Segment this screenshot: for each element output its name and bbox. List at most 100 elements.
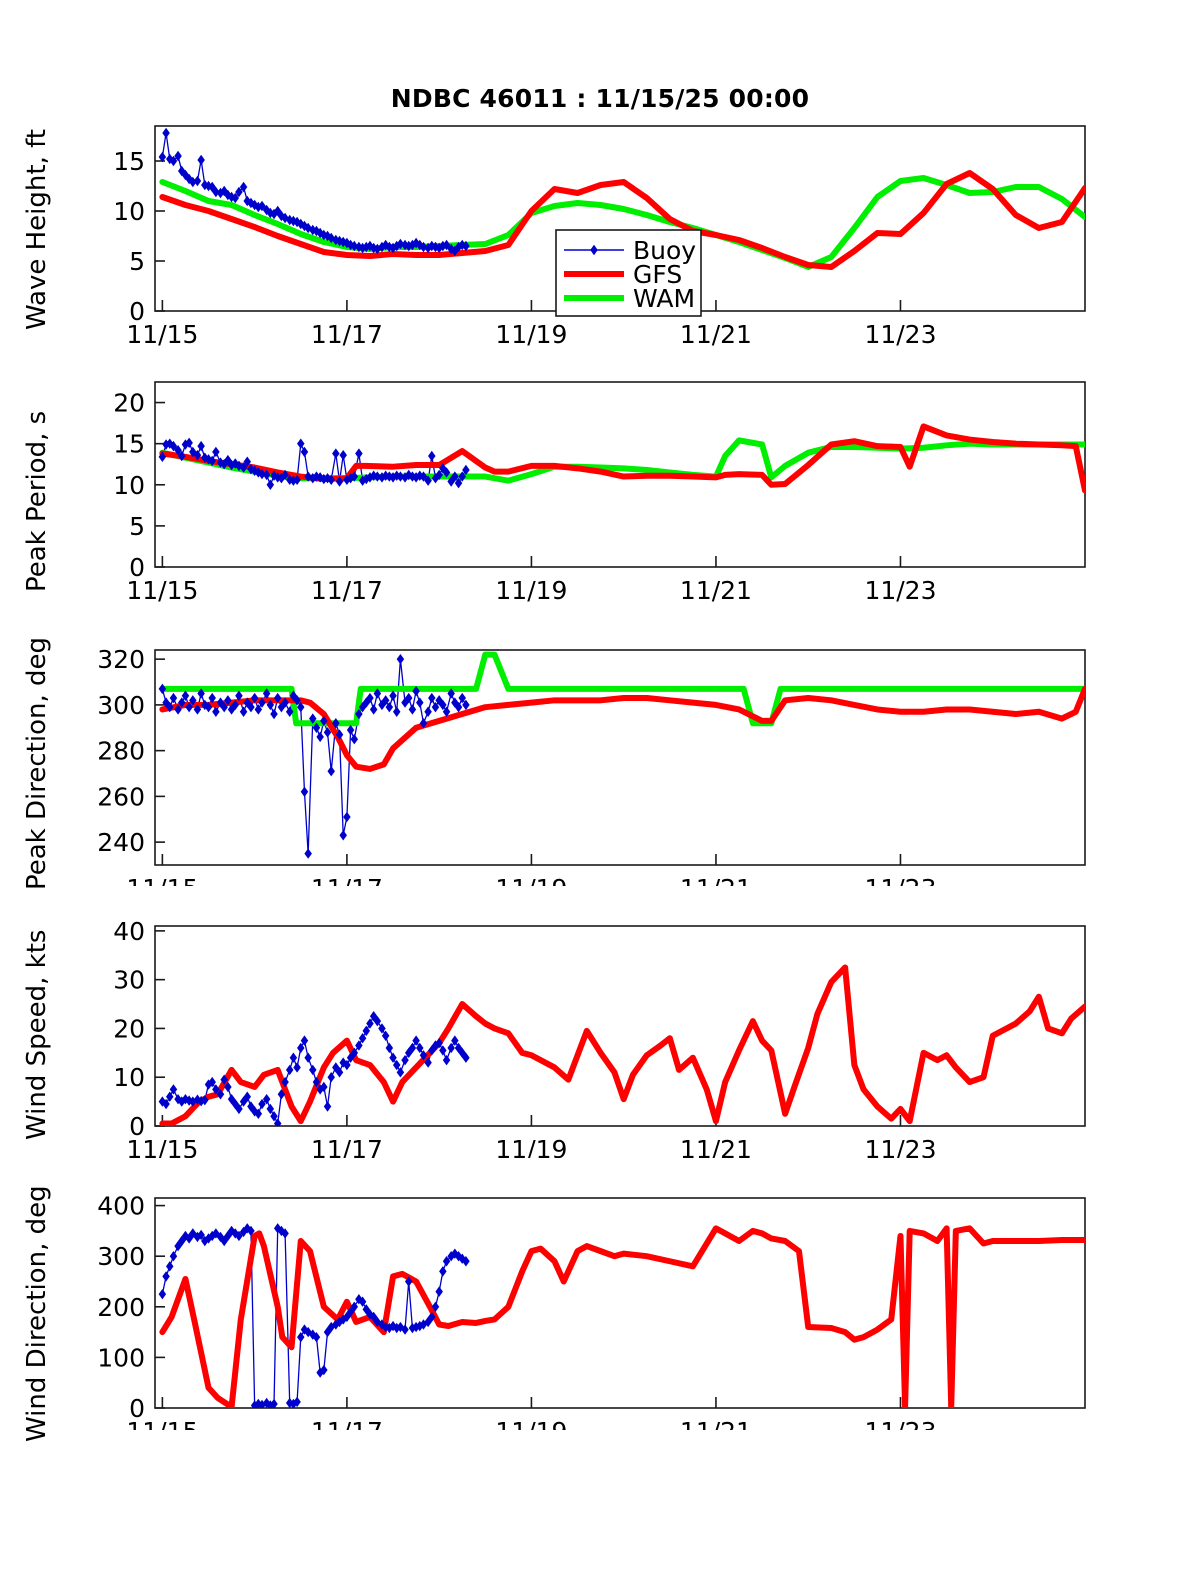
y-tick-label: 20 xyxy=(113,1014,145,1043)
series-marker-buoy xyxy=(208,455,216,467)
series-marker-buoy xyxy=(312,1331,321,1343)
x-tick-label: 11/19 xyxy=(495,874,567,886)
series-marker-buoy xyxy=(350,471,359,482)
series-marker-buoy xyxy=(442,239,451,251)
plot-box xyxy=(154,925,1086,1127)
series-marker-buoy xyxy=(166,153,174,165)
series-marker-buoy xyxy=(343,811,351,823)
x-tick-label: 11/23 xyxy=(864,1417,936,1430)
series-marker-buoy xyxy=(212,446,220,458)
series-marker-buoy xyxy=(335,235,344,247)
series-marker-buoy xyxy=(389,690,397,701)
series-marker-buoy xyxy=(419,1050,428,1061)
series-marker-buoy xyxy=(216,697,225,708)
x-tick-label: 11/19 xyxy=(495,320,567,349)
y-tick-label: 40 xyxy=(113,917,145,946)
series-marker-buoy xyxy=(181,1230,190,1242)
series-marker-buoy xyxy=(285,1064,294,1076)
series-marker-buoy xyxy=(451,1035,459,1046)
series-marker-buoy xyxy=(224,189,232,201)
series-marker-buoy xyxy=(262,688,271,699)
legend-label-gfs: GFS xyxy=(633,260,682,289)
x-tick-label: 11/21 xyxy=(680,320,752,349)
series-marker-buoy xyxy=(355,1040,363,1051)
series-marker-buoy xyxy=(389,242,397,254)
panel-2-ylabel: Peak Period, s xyxy=(22,410,52,592)
series-line-buoy xyxy=(161,132,467,252)
series-marker-buoy xyxy=(327,766,335,777)
series-marker-buoy xyxy=(258,468,266,480)
series-marker-buoy xyxy=(212,1228,220,1239)
x-tick-label: 11/21 xyxy=(680,576,752,605)
y-tick-label: 10 xyxy=(113,471,145,500)
series-marker-buoy xyxy=(381,1030,390,1041)
series-marker-buoy xyxy=(362,1025,371,1037)
series-marker-buoy xyxy=(327,1072,335,1083)
series-marker-buoy xyxy=(416,697,424,708)
series-marker-buoy xyxy=(216,457,225,468)
x-tick-label: 11/15 xyxy=(126,874,198,886)
y-tick-label: 0 xyxy=(129,553,145,582)
series-marker-buoy xyxy=(373,1015,382,1027)
x-tick-label: 11/15 xyxy=(126,1417,198,1430)
series-marker-buoy xyxy=(197,440,205,452)
series-marker-buoy xyxy=(243,697,252,708)
series-marker-buoy xyxy=(439,1266,447,1277)
series-marker-buoy xyxy=(174,445,182,456)
series-marker-buoy xyxy=(381,470,390,481)
series-marker-buoy xyxy=(355,448,363,459)
series-marker-buoy xyxy=(193,449,202,461)
series-marker-buoy xyxy=(320,1081,328,1093)
series-marker-buoy xyxy=(270,708,278,720)
series-marker-buoy xyxy=(408,704,417,715)
series-marker-buoy xyxy=(435,1286,443,1297)
x-tick-label: 11/23 xyxy=(864,1135,936,1158)
series-marker-buoy xyxy=(189,176,197,188)
x-tick-label: 11/23 xyxy=(864,874,936,886)
y-tick-label: 0 xyxy=(129,1394,145,1423)
x-tick-label: 11/21 xyxy=(680,1135,752,1158)
y-tick-label: 30 xyxy=(113,966,145,995)
series-marker-buoy xyxy=(346,724,355,736)
series-marker-buoy xyxy=(350,734,359,745)
series-marker-buoy xyxy=(243,456,252,467)
panel-peak-period: Peak Period, s 0 5 10 15 20 11/15 11/17 11/19 11… xyxy=(0,370,1200,620)
y-tick-label: 15 xyxy=(113,147,145,176)
series-marker-buoy xyxy=(243,195,252,207)
series-marker-buoy xyxy=(262,469,271,481)
panel-4-plot: 0 10 20 30 40 11/15 11/17 11/19 11/21 11/23 xyxy=(113,917,1086,1158)
x-tick-label: 11/17 xyxy=(311,874,383,886)
series-marker-buoy xyxy=(166,1091,174,1102)
page-title: NDBC 46011 : 11/15/25 00:00 xyxy=(390,84,810,113)
series-marker-buoy xyxy=(332,448,340,459)
series-marker-buoy xyxy=(270,1111,278,1122)
series-marker-buoy xyxy=(339,830,347,841)
plot-box xyxy=(154,1197,1086,1409)
series-marker-buoy xyxy=(185,701,193,713)
series-marker-buoy xyxy=(385,1322,394,1334)
y-tick-label: 200 xyxy=(97,1293,145,1322)
x-tick-label: 11/19 xyxy=(495,1135,567,1158)
series-marker-buoy xyxy=(350,240,359,252)
y-tick-label: 260 xyxy=(97,782,145,811)
series-marker-buoy xyxy=(270,1398,278,1408)
panel-1-plot: 0 5 10 15 11/15 11/17 11/19 11/21 11/23 BuoyGFSWA… xyxy=(113,125,1086,349)
y-tick-label: 5 xyxy=(129,512,145,541)
series-marker-buoy xyxy=(392,1322,401,1334)
series-marker-buoy xyxy=(327,474,335,486)
x-tick-label: 11/21 xyxy=(680,874,752,886)
series-marker-buoy xyxy=(293,1062,301,1073)
y-tick-label: 280 xyxy=(97,737,145,766)
series-marker-buoy xyxy=(401,1054,409,1066)
series-marker-buoy xyxy=(293,474,301,486)
series-marker-buoy xyxy=(197,688,205,699)
series-marker-buoy xyxy=(162,1271,170,1282)
legend-marker-buoy xyxy=(590,244,598,256)
series-marker-buoy xyxy=(293,1396,301,1408)
series-marker-buoy xyxy=(408,239,417,251)
y-tick-label: 15 xyxy=(113,430,145,459)
y-tick-label: 10 xyxy=(113,1063,145,1092)
series-marker-buoy xyxy=(350,1301,359,1312)
series-marker-buoy xyxy=(281,469,289,481)
x-tick-label: 11/15 xyxy=(126,576,198,605)
